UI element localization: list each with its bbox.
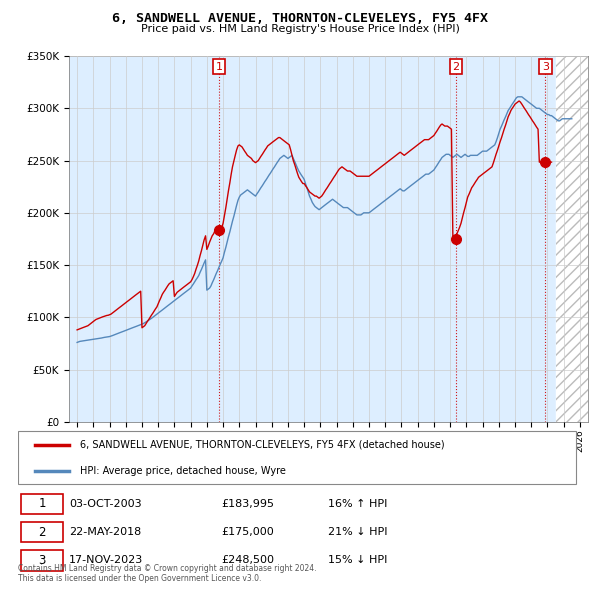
- Text: 22-MAY-2018: 22-MAY-2018: [69, 527, 141, 537]
- Text: 2: 2: [452, 61, 460, 71]
- Text: £175,000: £175,000: [221, 527, 274, 537]
- Text: 6, SANDWELL AVENUE, THORNTON-CLEVELEYS, FY5 4FX (detached house): 6, SANDWELL AVENUE, THORNTON-CLEVELEYS, …: [80, 440, 445, 450]
- Text: HPI: Average price, detached house, Wyre: HPI: Average price, detached house, Wyre: [80, 466, 286, 476]
- Text: £183,995: £183,995: [221, 499, 274, 509]
- Text: 16% ↑ HPI: 16% ↑ HPI: [328, 499, 388, 509]
- Bar: [556, 56, 588, 422]
- Text: 03-OCT-2003: 03-OCT-2003: [69, 499, 142, 509]
- Text: 1: 1: [215, 61, 223, 71]
- Text: 2: 2: [38, 526, 46, 539]
- FancyBboxPatch shape: [21, 550, 63, 571]
- Text: Contains HM Land Registry data © Crown copyright and database right 2024.: Contains HM Land Registry data © Crown c…: [18, 565, 317, 573]
- FancyBboxPatch shape: [21, 494, 63, 514]
- Text: 1: 1: [38, 497, 46, 510]
- FancyBboxPatch shape: [18, 431, 577, 484]
- Text: Price paid vs. HM Land Registry's House Price Index (HPI): Price paid vs. HM Land Registry's House …: [140, 24, 460, 34]
- Text: This data is licensed under the Open Government Licence v3.0.: This data is licensed under the Open Gov…: [18, 574, 262, 583]
- Text: 15% ↓ HPI: 15% ↓ HPI: [328, 555, 388, 565]
- Text: 17-NOV-2023: 17-NOV-2023: [69, 555, 143, 565]
- Text: 3: 3: [38, 554, 46, 567]
- Text: 3: 3: [542, 61, 549, 71]
- FancyBboxPatch shape: [21, 522, 63, 542]
- Text: 6, SANDWELL AVENUE, THORNTON-CLEVELEYS, FY5 4FX: 6, SANDWELL AVENUE, THORNTON-CLEVELEYS, …: [112, 12, 488, 25]
- Text: £248,500: £248,500: [221, 555, 274, 565]
- Text: 21% ↓ HPI: 21% ↓ HPI: [328, 527, 388, 537]
